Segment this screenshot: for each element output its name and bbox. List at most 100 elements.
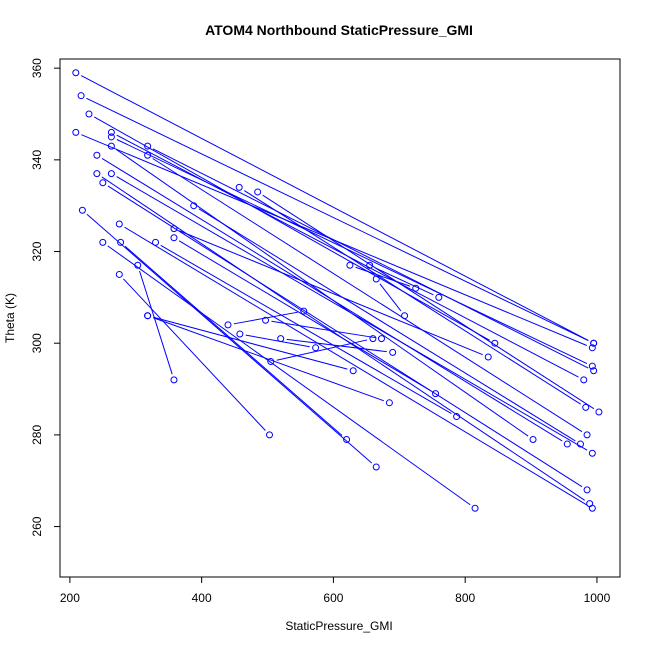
series-line xyxy=(152,148,589,369)
series-line xyxy=(379,283,402,312)
data-point xyxy=(484,353,492,361)
x-tick-label: 400 xyxy=(192,591,212,605)
data-point xyxy=(277,335,285,343)
series-line xyxy=(80,75,589,341)
series-line xyxy=(101,157,563,442)
data-point xyxy=(78,206,86,214)
data-point xyxy=(107,128,115,136)
data-point xyxy=(144,312,152,320)
series-21 xyxy=(117,238,351,443)
data-point xyxy=(435,293,443,301)
series-line xyxy=(124,226,588,506)
series-line xyxy=(93,116,490,341)
x-tick-label: 600 xyxy=(323,591,343,605)
data-point xyxy=(401,312,409,320)
data-point xyxy=(453,413,461,421)
series-line xyxy=(86,97,589,342)
series-line xyxy=(123,278,266,431)
data-point xyxy=(346,261,354,269)
data-point xyxy=(267,358,275,366)
data-point xyxy=(366,261,374,269)
series-line xyxy=(160,244,452,414)
data-point xyxy=(529,435,537,443)
series-20 xyxy=(152,238,461,421)
series-17 xyxy=(115,220,596,512)
data-point xyxy=(590,367,598,375)
series-line xyxy=(355,266,411,287)
series-32 xyxy=(267,335,377,366)
data-point xyxy=(262,316,270,324)
data-point xyxy=(588,344,596,352)
data-point xyxy=(312,344,320,352)
series-line xyxy=(152,158,583,433)
data-point xyxy=(224,321,232,329)
data-point xyxy=(99,238,107,246)
series-line xyxy=(276,339,368,361)
series-3 xyxy=(85,110,499,347)
data-point xyxy=(432,390,440,398)
y-tick-label: 360 xyxy=(30,58,44,78)
series-16 xyxy=(190,202,584,448)
series-line xyxy=(233,311,298,325)
data-point xyxy=(349,367,357,375)
series-line xyxy=(243,190,581,405)
series-18 xyxy=(170,225,492,361)
data-point xyxy=(93,170,101,178)
plot-frame xyxy=(59,58,621,578)
data-point xyxy=(144,151,152,159)
series-line xyxy=(262,194,595,410)
data-point xyxy=(588,504,596,512)
x-axis-label: StaticPressure_GMI xyxy=(285,619,392,633)
data-point xyxy=(144,142,152,150)
y-axis: 260 280 300 320 340 360 xyxy=(30,58,61,537)
data-point xyxy=(576,440,584,448)
series-layer xyxy=(72,69,603,512)
y-tick-label: 260 xyxy=(30,516,44,536)
data-point xyxy=(170,234,178,242)
data-point xyxy=(372,275,380,283)
series-line xyxy=(139,270,173,375)
series-9 xyxy=(144,151,591,439)
data-point xyxy=(385,399,393,407)
data-point xyxy=(107,142,115,150)
series-27 xyxy=(144,312,357,375)
data-point xyxy=(582,403,590,411)
series-line xyxy=(116,139,588,365)
series-6 xyxy=(107,133,596,370)
series-19 xyxy=(170,234,440,398)
data-point xyxy=(72,69,80,77)
y-tick-label: 280 xyxy=(30,425,44,445)
data-point xyxy=(595,408,603,416)
series-line xyxy=(116,149,529,437)
series-13 xyxy=(107,170,596,457)
data-point xyxy=(190,202,198,210)
data-point xyxy=(583,431,591,439)
series-25 xyxy=(134,261,178,384)
series-line xyxy=(245,334,310,348)
series-14 xyxy=(99,179,591,494)
data-point xyxy=(99,179,107,187)
series-29 xyxy=(236,330,320,352)
series-line xyxy=(107,245,471,506)
data-point xyxy=(170,376,178,384)
chart-title: ATOM4 Northbound StaticPressure_GMI xyxy=(205,22,473,38)
data-point xyxy=(72,128,80,136)
data-point xyxy=(369,335,377,343)
y-tick-label: 300 xyxy=(30,333,44,353)
series-line xyxy=(179,230,483,356)
series-28 xyxy=(224,307,308,329)
data-point xyxy=(378,335,386,343)
data-point xyxy=(107,133,115,141)
data-point xyxy=(115,220,123,228)
series-12 xyxy=(254,188,603,416)
x-tick-label: 800 xyxy=(455,591,475,605)
data-point xyxy=(563,440,571,448)
series-30 xyxy=(262,316,386,343)
series-31 xyxy=(277,335,397,356)
data-point xyxy=(471,504,479,512)
data-point xyxy=(266,431,274,439)
data-point xyxy=(93,151,101,159)
series-35 xyxy=(372,275,409,320)
series-1 xyxy=(72,69,598,347)
data-point xyxy=(115,270,123,278)
